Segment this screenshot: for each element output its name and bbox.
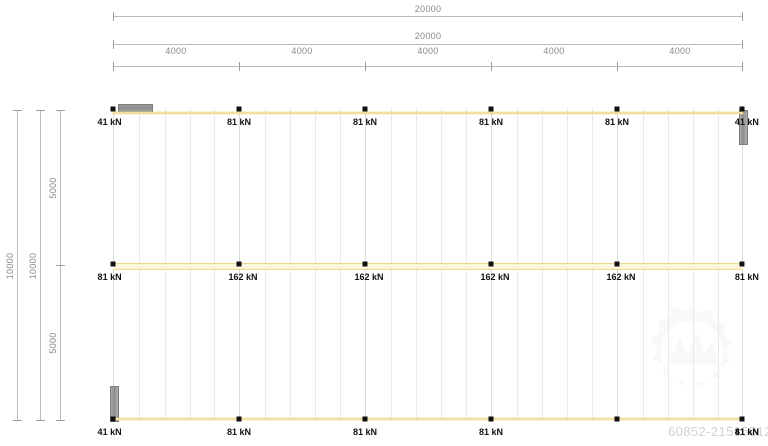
node-ground-3[interactable]	[362, 416, 368, 422]
selected-right-column-top[interactable]	[739, 110, 748, 145]
load-label-ground-4: 81 kN	[478, 427, 504, 437]
node-floor-2[interactable]	[236, 261, 242, 267]
dimension-label-overall-second: 20000	[414, 31, 442, 41]
node-floor-4[interactable]	[488, 261, 494, 267]
node-floor-6[interactable]	[739, 261, 745, 267]
dimension-label-bay-4: 4000	[543, 46, 565, 56]
node-floor-3[interactable]	[362, 261, 368, 267]
node-ground-5[interactable]	[614, 416, 620, 422]
dimension-label-bay-3: 4000	[417, 46, 439, 56]
load-label-ground-2: 81 kN	[226, 427, 252, 437]
dimension-label-bay-5: 4000	[669, 46, 691, 56]
node-roof-5[interactable]	[614, 106, 620, 112]
load-label-roof-1: 41 kN	[97, 117, 122, 127]
selected-left-column-bottom[interactable]	[110, 386, 119, 422]
first-floor-beam[interactable]	[113, 263, 743, 270]
load-label-floor-1: 81 kN	[97, 272, 122, 282]
load-label-floor-3: 162 kN	[354, 272, 384, 282]
load-label-ground-1: 41 kN	[97, 427, 122, 437]
dimension-label-overall-top: 20000	[414, 4, 442, 14]
load-label-floor-6: 81 kN	[734, 272, 759, 282]
node-floor-1[interactable]	[110, 261, 116, 267]
load-label-ground-3: 81 kN	[352, 427, 378, 437]
node-roof-2[interactable]	[236, 106, 242, 112]
load-label-floor-2: 162 kN	[228, 272, 258, 282]
node-floor-5[interactable]	[614, 261, 620, 267]
load-label-roof-4: 81 kN	[478, 117, 504, 127]
dimension-label-bay-2: 4000	[291, 46, 313, 56]
node-ground-2[interactable]	[236, 416, 242, 422]
load-label-floor-5: 162 kN	[606, 272, 636, 282]
load-label-roof-2: 81 kN	[226, 117, 252, 127]
load-label-ground-5: 81 kN	[734, 427, 759, 437]
node-roof-3[interactable]	[362, 106, 368, 112]
node-ground-6[interactable]	[739, 416, 745, 422]
load-label-floor-4: 162 kN	[480, 272, 510, 282]
roof-beam[interactable]	[113, 112, 743, 114]
node-ground-4[interactable]	[488, 416, 494, 422]
gear-logo-watermark	[640, 300, 744, 409]
load-label-ground-6: 41 kN	[734, 427, 759, 437]
node-ground-1[interactable]	[110, 416, 116, 422]
node-roof-1[interactable]	[110, 106, 116, 112]
load-label-roof-6: 41 kN	[734, 117, 759, 127]
node-roof-4[interactable]	[488, 106, 494, 112]
node-roof-6[interactable]	[739, 106, 745, 112]
dimension-label-bay-1: 4000	[165, 46, 187, 56]
load-label-roof-3: 81 kN	[352, 117, 378, 127]
ground-beam[interactable]	[113, 418, 743, 420]
load-label-roof-5: 81 kN	[604, 117, 630, 127]
